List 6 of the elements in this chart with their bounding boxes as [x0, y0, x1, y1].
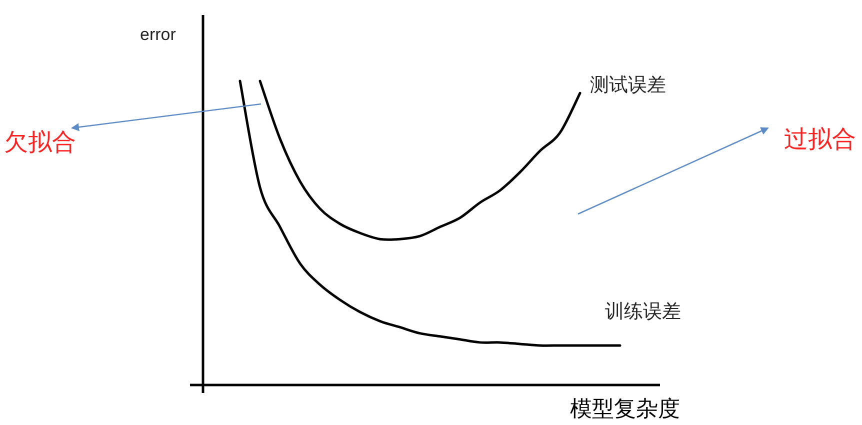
series-label: 训练误差: [605, 301, 681, 322]
text: 过拟合: [784, 125, 856, 153]
x-axis-title: 模型复杂度: [570, 397, 680, 422]
series-label: 测试误差: [590, 75, 666, 96]
y-axis-title: error: [140, 25, 176, 44]
text: 欠拟合: [4, 128, 76, 156]
